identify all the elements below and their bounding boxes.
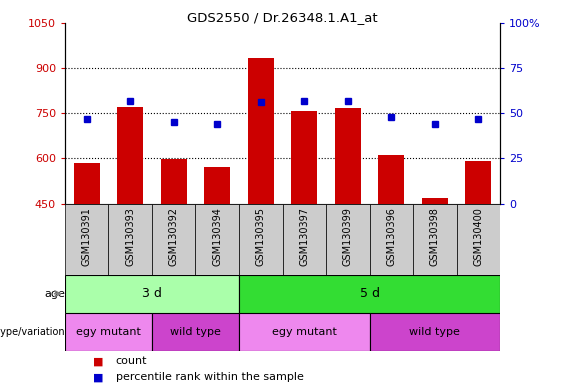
Bar <box>65 204 108 275</box>
Text: 3 d: 3 d <box>142 287 162 300</box>
Text: count: count <box>116 356 147 366</box>
Text: egy mutant: egy mutant <box>76 327 141 337</box>
Bar <box>370 204 413 275</box>
Bar <box>370 313 500 351</box>
Text: percentile rank within the sample: percentile rank within the sample <box>116 372 304 382</box>
Bar <box>378 155 405 204</box>
Text: GSM130394: GSM130394 <box>212 207 222 266</box>
Bar <box>421 197 448 204</box>
Text: GDS2550 / Dr.26348.1.A1_at: GDS2550 / Dr.26348.1.A1_at <box>187 12 378 25</box>
Bar <box>204 167 231 204</box>
Text: egy mutant: egy mutant <box>272 327 337 337</box>
Text: GSM130400: GSM130400 <box>473 207 483 266</box>
Text: GSM130393: GSM130393 <box>125 207 135 266</box>
Text: ■: ■ <box>93 372 104 382</box>
Text: 5 d: 5 d <box>359 287 380 300</box>
Bar <box>108 204 152 275</box>
Bar <box>239 313 370 351</box>
Bar <box>291 111 318 204</box>
Text: GSM130395: GSM130395 <box>256 207 266 266</box>
Text: genotype/variation: genotype/variation <box>0 327 65 337</box>
Bar <box>457 204 500 275</box>
Bar <box>282 204 326 275</box>
Bar <box>65 313 152 351</box>
Text: GSM130399: GSM130399 <box>343 207 353 266</box>
Bar <box>152 204 195 275</box>
Bar <box>117 107 144 204</box>
Text: GSM130396: GSM130396 <box>386 207 396 266</box>
Bar <box>247 58 274 204</box>
Bar <box>326 204 370 275</box>
Text: ■: ■ <box>93 356 104 366</box>
Bar <box>239 275 500 313</box>
Bar <box>152 313 239 351</box>
Bar <box>160 159 187 204</box>
Bar <box>413 204 457 275</box>
Bar <box>65 275 239 313</box>
Bar <box>465 161 492 204</box>
Text: GSM130392: GSM130392 <box>169 207 179 266</box>
Text: wild type: wild type <box>409 327 460 337</box>
Bar <box>239 204 282 275</box>
Bar <box>195 204 239 275</box>
Text: GSM130398: GSM130398 <box>430 207 440 266</box>
Text: GSM130391: GSM130391 <box>82 207 92 266</box>
Text: wild type: wild type <box>170 327 221 337</box>
Text: age: age <box>44 289 65 299</box>
Text: GSM130397: GSM130397 <box>299 207 309 266</box>
Bar <box>334 108 361 204</box>
Bar <box>73 163 100 204</box>
